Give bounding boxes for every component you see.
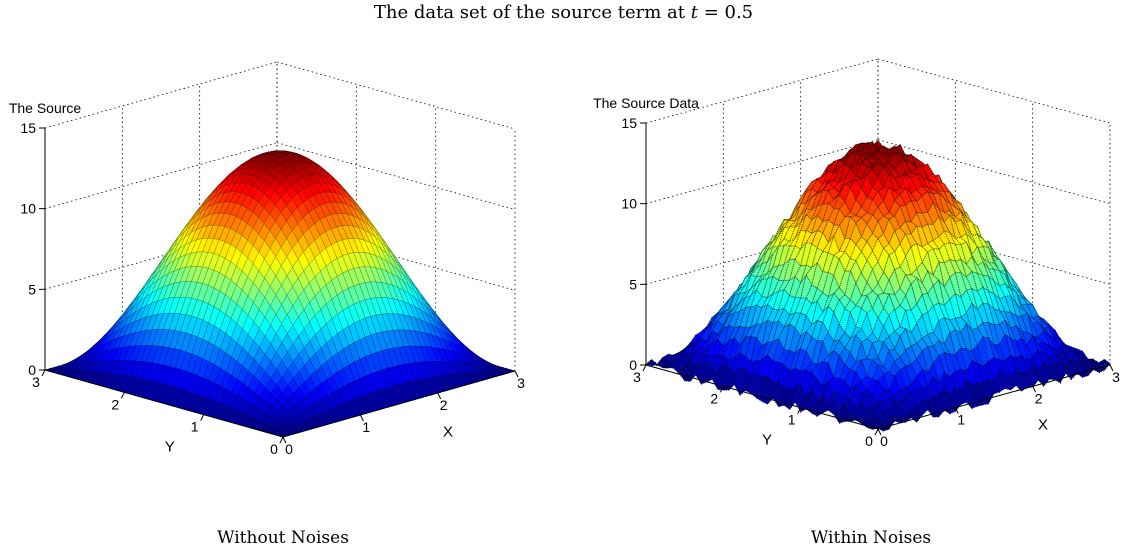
x-tick-label: 0 xyxy=(880,433,888,449)
surface xyxy=(44,150,516,438)
x-tick-label: 2 xyxy=(1035,390,1043,406)
z-gridline xyxy=(276,61,516,130)
z-tick-label: 15 xyxy=(621,115,637,131)
caption-without-noises: Without Noises xyxy=(217,528,349,548)
x-tick-label: 1 xyxy=(957,412,965,428)
z-tick-label: 5 xyxy=(629,276,637,292)
figure-title-prefix: The data set of the source term at xyxy=(373,2,691,23)
figure-title: The data set of the source term at t = 0… xyxy=(0,2,1127,23)
caption-within-noises: Within Noises xyxy=(810,528,932,548)
z-gridline xyxy=(276,142,516,211)
y-axis-label: Y xyxy=(762,431,772,448)
y-tick-label: 3 xyxy=(633,369,641,385)
z-gridline xyxy=(877,58,1111,124)
y-tick-label: 2 xyxy=(710,390,718,406)
figure-title-variable: t xyxy=(690,2,698,23)
z-gridline xyxy=(645,58,879,124)
y-tick xyxy=(642,364,647,372)
y-tick-label: 0 xyxy=(865,433,873,449)
z-tick-label: 10 xyxy=(621,196,637,212)
x-tick-label: 3 xyxy=(1112,369,1120,385)
y-tick xyxy=(874,428,879,436)
plot-title: The Source Data xyxy=(593,95,699,111)
figure-title-suffix: = 0.5 xyxy=(697,2,754,23)
x-axis-label: X xyxy=(1038,417,1048,434)
surface-patch xyxy=(645,358,658,367)
y-tick-label: 1 xyxy=(788,412,796,428)
